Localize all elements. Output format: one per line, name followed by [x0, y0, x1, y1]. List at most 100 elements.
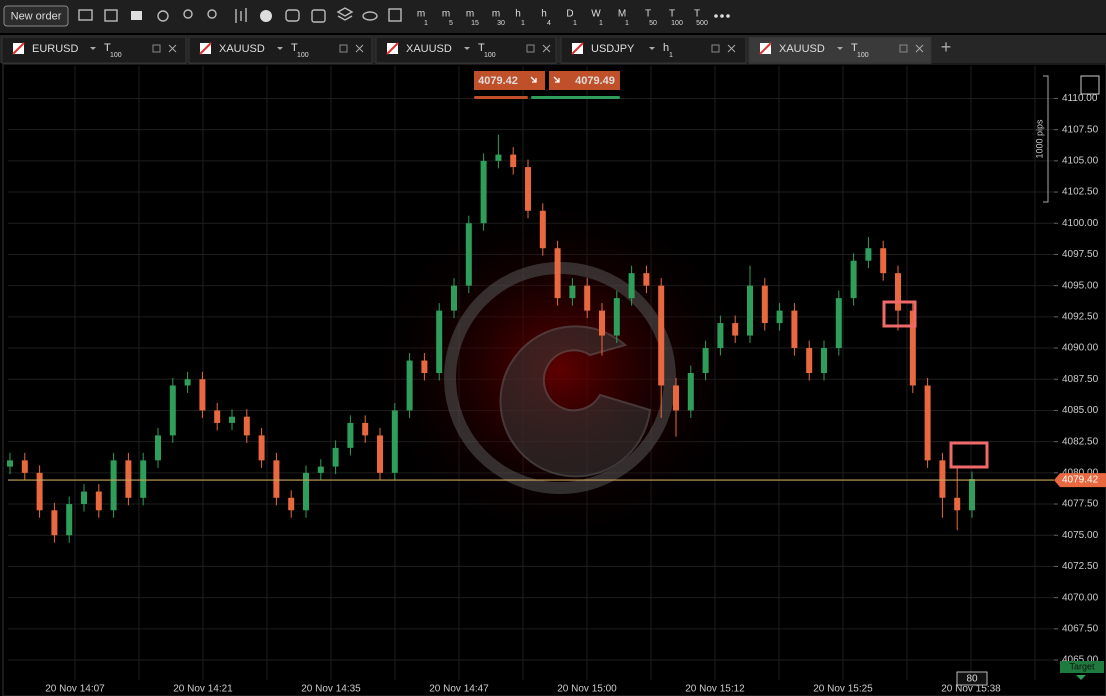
candle-body [347, 422, 354, 448]
tab-popout[interactable] [339, 44, 348, 53]
tab-timeframe: T [291, 42, 298, 54]
candle-body [495, 154, 502, 161]
timeframe-sub: 1 [625, 20, 629, 27]
candle-body [21, 460, 28, 473]
candle-body [184, 379, 191, 386]
buy-button[interactable] [549, 71, 620, 90]
candle-body [7, 460, 13, 467]
new-order-button[interactable] [3, 5, 69, 27]
candle-body [421, 360, 428, 373]
candle-body [273, 460, 280, 498]
tab-close[interactable] [542, 44, 551, 53]
candle-body [465, 223, 472, 286]
tab-close[interactable] [915, 44, 924, 53]
tab-close[interactable] [727, 44, 736, 53]
timeframe-sub: 50 [649, 20, 657, 27]
tab-close[interactable] [355, 44, 364, 53]
candle-body [525, 167, 531, 211]
x-tick-label: 20 Nov 15:25 [813, 684, 873, 695]
sell-button[interactable] [474, 71, 545, 90]
tab-popout[interactable] [899, 44, 908, 53]
candle-body [406, 360, 413, 411]
candle-body [747, 285, 753, 336]
candle-body [169, 385, 176, 436]
candle-body [584, 285, 591, 311]
tab-symbol: XAUUSD [779, 43, 825, 55]
y-tick-label: 4097.50 [1062, 249, 1099, 260]
candle-body [125, 460, 132, 498]
tab-timeframe: T [851, 42, 858, 54]
timeframe-label[interactable]: T [694, 9, 700, 20]
candle-body [969, 479, 975, 511]
tab-dropdown[interactable] [90, 47, 96, 50]
watermark-glow [360, 190, 760, 550]
tab-popout[interactable] [526, 44, 535, 53]
candle-body [317, 466, 324, 473]
tab[interactable] [1, 36, 187, 64]
y-tick-label: 4087.50 [1062, 374, 1099, 385]
tab[interactable] [375, 36, 557, 64]
tab-timeframe: T [478, 42, 485, 54]
add-tab[interactable]: + [941, 37, 952, 57]
timeframe-label[interactable]: W [591, 9, 601, 20]
tab-dropdown[interactable] [464, 47, 470, 50]
timeframe-sub: 1 [521, 20, 525, 27]
highlight-box [949, 441, 989, 469]
buy-price: 4079.49 [575, 75, 615, 87]
candle-body [569, 285, 576, 299]
tab-popout[interactable] [152, 44, 161, 53]
timeframe-label[interactable]: m [417, 9, 425, 20]
timeframe-sub: 5 [449, 20, 453, 27]
timeframe-label[interactable]: M [618, 9, 626, 20]
buy-arrow [553, 76, 560, 83]
tab-close[interactable] [168, 44, 177, 53]
tab-symbol: XAUUSD [219, 43, 265, 55]
x-tick-label: 20 Nov 15:12 [685, 684, 745, 695]
tab-popout[interactable] [711, 44, 720, 53]
timeframe-label[interactable]: h [541, 9, 547, 20]
candle-body [613, 298, 620, 336]
toolbar-icons[interactable] [78, 7, 730, 23]
bar-count-box [956, 671, 988, 686]
candle-body [895, 273, 901, 311]
tab-icon-stripe [571, 42, 584, 55]
candle-body [362, 422, 369, 436]
timeframe-label[interactable]: T [669, 9, 675, 20]
candle-body [939, 460, 946, 498]
sell-price: 4079.42 [478, 75, 518, 87]
timeframe-label[interactable]: m [492, 9, 500, 20]
candle-body [850, 260, 857, 299]
timeframe-label[interactable]: T [645, 9, 651, 20]
candle-body [510, 154, 517, 168]
new-order-label: New order [11, 10, 62, 22]
popout-button[interactable] [1080, 75, 1100, 95]
y-tick-label: 4100.00 [1062, 218, 1099, 229]
toolbar [0, 0, 1106, 33]
x-tick-label: 20 Nov 14:35 [301, 684, 361, 695]
tab-dropdown[interactable] [837, 47, 843, 50]
tab-timeframe: T [104, 42, 111, 54]
candle-body [702, 348, 709, 373]
candle-body [214, 410, 221, 423]
buy-volume-bar [531, 96, 620, 99]
tab-icon-stripe [386, 42, 399, 55]
candle-body [332, 447, 339, 467]
candle-body [199, 379, 206, 411]
candle-body [865, 248, 872, 261]
tab-dropdown[interactable] [277, 47, 283, 50]
y-tick-label: 4070.00 [1062, 592, 1099, 603]
tab[interactable] [560, 36, 747, 64]
timeframe-label[interactable]: D [566, 9, 573, 20]
tab[interactable] [188, 36, 373, 64]
timeframe-label[interactable]: h [515, 9, 521, 20]
candle-body [451, 285, 457, 311]
candle-body [155, 435, 161, 461]
y-tick-label: 4085.00 [1062, 405, 1099, 416]
candle-body [303, 472, 309, 511]
timeframe-label[interactable]: m [466, 9, 474, 20]
tab-symbol: EURUSD [32, 43, 79, 55]
timeframe-label[interactable]: m [442, 9, 450, 20]
candle-body [673, 385, 679, 411]
tab-dropdown[interactable] [649, 47, 655, 50]
